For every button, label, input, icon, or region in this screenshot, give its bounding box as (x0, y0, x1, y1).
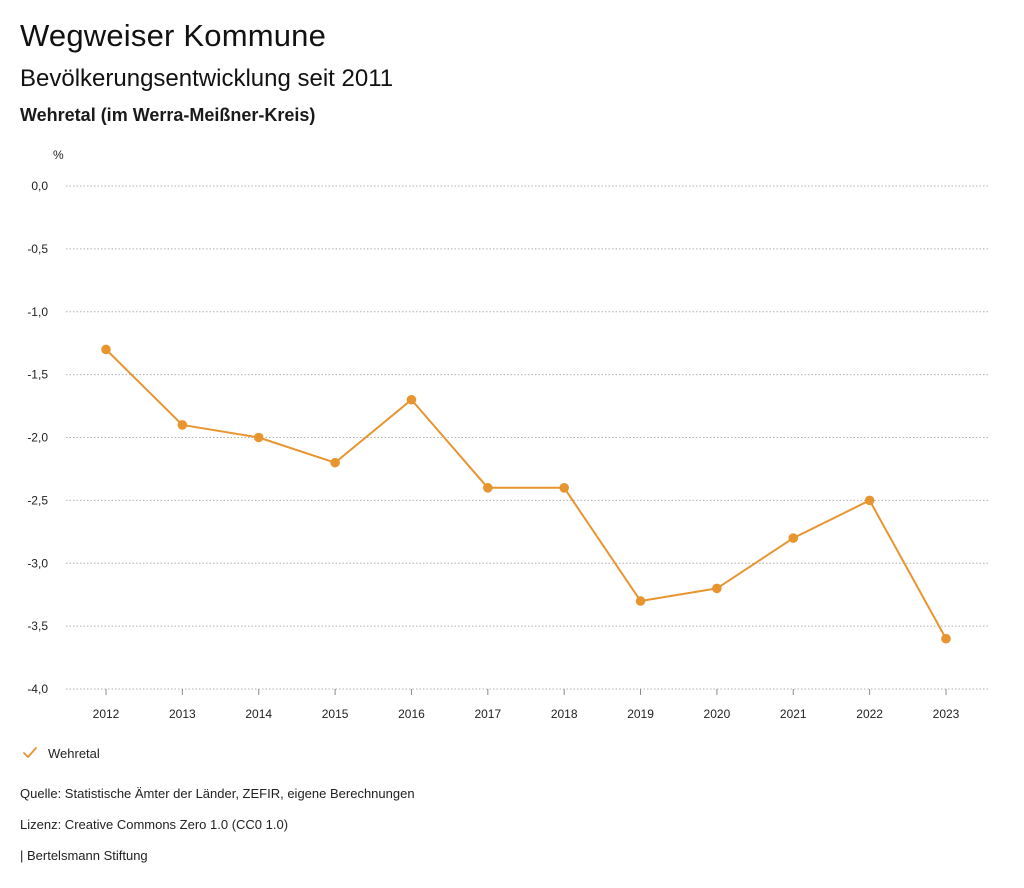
y-tick-label: -3,0 (27, 556, 48, 570)
region-label: Wehretal (im Werra-Meißner-Kreis) (20, 105, 316, 125)
checkmark-icon (23, 747, 37, 758)
y-axis-unit-label: % (53, 148, 64, 162)
data-point[interactable] (559, 483, 569, 493)
x-tick-label: 2019 (627, 707, 654, 721)
x-tick-label: 2012 (93, 707, 120, 721)
y-tick-label: -2,5 (27, 493, 48, 507)
source-note: Quelle: Statistische Ämter der Länder, Z… (20, 786, 415, 801)
x-tick-label: 2014 (245, 707, 272, 721)
data-point[interactable] (635, 596, 646, 606)
x-tick-label: 2015 (322, 707, 349, 721)
data-point[interactable] (712, 583, 722, 594)
data-point[interactable] (864, 495, 875, 506)
y-tick-label: -3,5 (27, 619, 48, 633)
x-tick-label: 2020 (704, 707, 731, 721)
series-line (105, 348, 947, 640)
data-point[interactable] (177, 420, 188, 430)
data-point[interactable] (330, 457, 340, 468)
data-point[interactable] (941, 633, 951, 644)
series-wehretal (101, 344, 951, 644)
publisher-note: | Bertelsmann Stiftung (20, 848, 148, 863)
y-axis-ticks: 0,0 -0,5 -1,0 -1,5 -2,0 -2,5 -3,0 -3,5 -4,0 (27, 179, 48, 696)
x-tick-label: 2023 (933, 707, 960, 721)
page-title: Wegweiser Kommune (20, 18, 327, 53)
grid-lines (66, 185, 990, 690)
data-point[interactable] (253, 432, 264, 443)
data-point[interactable] (406, 394, 417, 405)
x-tick-label: 2021 (780, 707, 807, 721)
x-tick-label: 2016 (398, 707, 425, 721)
y-tick-label: -0,5 (27, 242, 48, 256)
x-tick-label: 2013 (169, 707, 196, 721)
line-chart: % 0,0 -0,5 -1,0 -1,5 -2,0 -2,5 -3,0 -3,5 -4,0 20… (27, 148, 990, 721)
legend-label: Wehretal (48, 745, 100, 761)
legend[interactable]: Wehretal (22, 745, 100, 761)
data-point[interactable] (788, 533, 799, 543)
y-tick-label: -1,5 (27, 368, 48, 382)
data-point[interactable] (483, 483, 493, 493)
x-tick-label: 2017 (474, 707, 501, 721)
x-tick-label: 2018 (551, 707, 578, 721)
x-axis-ticks: 2012 2013 2014 2015 2016 2017 2018 2019 2020 2021… (93, 689, 960, 721)
y-tick-label: -1,0 (27, 305, 48, 319)
data-point[interactable] (101, 344, 111, 355)
x-tick-label: 2022 (856, 707, 883, 721)
y-tick-label: 0,0 (31, 179, 48, 193)
y-tick-label: -4,0 (27, 682, 48, 696)
y-tick-label: -2,0 (27, 431, 48, 445)
chart-subtitle: Bevölkerungsentwicklung seit 2011 (20, 65, 394, 92)
license-note: Lizenz: Creative Commons Zero 1.0 (CC0 1… (20, 817, 289, 832)
